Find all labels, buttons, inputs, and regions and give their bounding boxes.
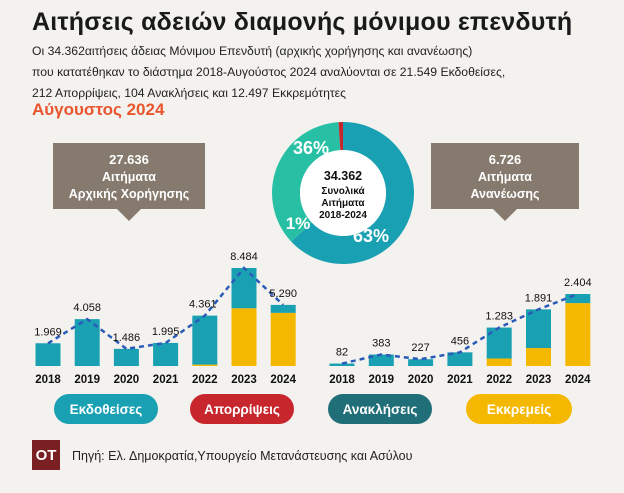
chart2-bar-2024-Εκδοθείσες xyxy=(565,294,591,304)
subtitle-line-3: 212 Απορρίψεις, 104 Ανακλήσεις και 12.49… xyxy=(32,86,346,100)
date-label: Αύγουστος 2024 xyxy=(32,100,165,119)
right-callout-line2: Ανανέωσης xyxy=(470,187,539,201)
chart2-bar-2020-Εκδοθείσες xyxy=(408,359,434,366)
right-callout-value: 6.726 xyxy=(489,152,522,167)
donut-label-1: 63% xyxy=(353,226,389,246)
chart2-xtick-2024: 2024 xyxy=(565,374,591,386)
chart1-bar-2024-Εκδοθείσες xyxy=(270,304,296,313)
chart1-xtick-2021: 2021 xyxy=(153,374,179,386)
left-callout-value: 27.636 xyxy=(109,152,149,167)
legend-label-2: Απορρίψεις xyxy=(204,402,280,417)
chart1-value-2021: 1.995 xyxy=(152,326,180,338)
chart2-xtick-2020: 2020 xyxy=(408,374,434,386)
chart1-bar-2020-Εκδοθείσες xyxy=(113,348,139,366)
chart1-value-2022: 4.361 xyxy=(189,299,217,311)
chart1-bar-2023-Εκδοθείσες xyxy=(231,268,257,309)
chart2-xtick-2018: 2018 xyxy=(329,374,355,386)
right-callout-box xyxy=(431,143,579,221)
chart1-value-2020: 1.486 xyxy=(113,332,141,344)
source-note: Πηγή: Ελ. Δημοκρατία,Υπουργείο Μετανάστε… xyxy=(72,449,413,463)
legend-pill-2 xyxy=(190,394,294,424)
chart2-xtick-2021: 2021 xyxy=(447,374,473,386)
chart2-value-2024: 2.404 xyxy=(564,277,592,289)
donut-slice-2 xyxy=(272,122,341,242)
left-callout-line2: Αρχικής Χορήγησης xyxy=(69,187,190,201)
legend-label-4: Εκκρεμείς xyxy=(487,402,551,417)
legend-pill-3 xyxy=(328,394,432,424)
chart1-xtick-2019: 2019 xyxy=(74,374,100,386)
donut-center-value: 34.362 xyxy=(324,169,362,183)
left-callout-box xyxy=(53,143,205,221)
chart2-trend-line xyxy=(341,292,579,365)
donut-slice-3 xyxy=(338,122,343,151)
legend-pill-4 xyxy=(466,394,572,424)
chart1-value-2024: 5.290 xyxy=(269,288,297,300)
chart1-xtick-2020: 2020 xyxy=(114,374,140,386)
chart1-bar-2018-Εκδοθείσες xyxy=(35,343,61,366)
donut-center-line3: 2018-2024 xyxy=(319,210,367,221)
chart2-bar-2021-Εκδοθείσες xyxy=(447,352,473,366)
chart1-xtick-2022: 2022 xyxy=(192,374,218,386)
chart1-bar-2022-Εκκρεμείς xyxy=(192,364,218,366)
chart2-bar-2022-Εκκρεμείς xyxy=(486,358,512,366)
chart1-bar-2023-Εκκρεμείς xyxy=(231,308,257,366)
chart2-value-2021: 456 xyxy=(451,335,469,347)
chart2-value-2022: 1.283 xyxy=(485,311,513,323)
chart2-xtick-2023: 2023 xyxy=(526,374,552,386)
donut-hole xyxy=(300,150,386,236)
chart1-xtick-2023: 2023 xyxy=(231,374,257,386)
chart2-bar-2023-Εκκρεμείς xyxy=(526,348,551,366)
chart1-value-2018: 1.969 xyxy=(34,326,62,338)
donut-label-2: 36% xyxy=(293,138,329,158)
chart1-xtick-2018: 2018 xyxy=(35,374,61,386)
chart1-bar-2022-Εκδοθείσες xyxy=(192,315,218,365)
legend-pill-1 xyxy=(54,394,158,424)
left-callout-line1: Αιτήματα xyxy=(102,170,156,184)
chart2-bar-2018-Εκδοθείσες xyxy=(329,363,355,366)
chart1-value-2023: 8.484 xyxy=(230,251,258,263)
chart2-value-2023: 1.891 xyxy=(525,292,553,304)
chart2-xtick-2019: 2019 xyxy=(369,374,395,386)
chart2-value-2018: 82 xyxy=(336,347,348,359)
chart2-value-2019: 383 xyxy=(372,338,390,350)
publisher-logo: OT xyxy=(32,440,60,470)
chart1-xtick-2024: 2024 xyxy=(270,374,296,386)
page-title: Αιτήσεις αδειών διαμονής μόνιμου επενδυτ… xyxy=(32,8,573,36)
right-callout-line1: Αιτήματα xyxy=(478,170,532,184)
donut-slice-1 xyxy=(291,122,414,264)
chart1-trend-line xyxy=(47,266,285,351)
legend-label-3: Ανακλήσεις xyxy=(343,402,418,417)
donut-center-line1: Συνολικά xyxy=(321,186,365,197)
chart2-bar-2019-Εκδοθείσες xyxy=(368,354,394,366)
chart2-xtick-2022: 2022 xyxy=(486,374,512,386)
subtitle-line-2: που κατατέθηκαν το διάστημα 2018-Αυγούστ… xyxy=(32,65,506,79)
donut-center-line2: Αιτήματα xyxy=(321,198,365,209)
chart2-value-2020: 227 xyxy=(411,342,429,354)
chart1-value-2019: 4.058 xyxy=(73,302,101,314)
donut-label-3: 1% xyxy=(286,214,311,233)
chart1-bar-2024-Εκκρεμείς xyxy=(270,312,296,366)
chart2-bar-2024-Εκκρεμείς xyxy=(565,303,591,366)
chart1-bar-2021-Εκδοθείσες xyxy=(153,342,179,366)
subtitle-line-1: Οι 34.362αιτήσεις άδειας Μόνιμου Επενδυτ… xyxy=(32,44,473,58)
chart2-bar-2023-Εκδοθείσες xyxy=(526,309,551,349)
legend-label-1: Εκδοθείσες xyxy=(70,402,143,417)
